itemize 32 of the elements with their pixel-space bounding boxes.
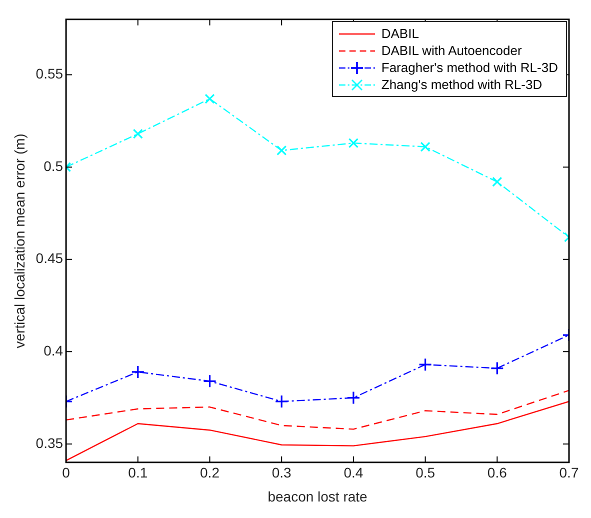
y-tick-label: 0.5 xyxy=(44,158,64,174)
y-tick-label: 0.45 xyxy=(36,250,64,266)
point xyxy=(418,358,432,372)
line-series xyxy=(66,390,569,430)
y-axis-title: vertical localization mean error (m) xyxy=(11,134,28,348)
point xyxy=(204,94,215,104)
y-tick-label: 0.55 xyxy=(36,66,64,82)
x-tick-label: 0.4 xyxy=(344,464,364,481)
legend-label: DABIL with Autoencoder xyxy=(381,43,522,58)
x-tick-label: 0.7 xyxy=(559,464,579,481)
x-tick-label: 0.3 xyxy=(272,464,292,481)
x-tick-label: 0.6 xyxy=(487,464,508,481)
point xyxy=(132,128,143,139)
point xyxy=(274,394,288,408)
legend-label: Faragher's method with RL-3D xyxy=(381,60,558,76)
y-tick-label: 0.4 xyxy=(44,342,64,359)
point xyxy=(420,142,430,152)
x-tick-label: 0.5 xyxy=(416,464,436,481)
point xyxy=(492,176,502,187)
legend-label: Zhang's method with RL-3D xyxy=(381,77,542,92)
legend-label: DABIL xyxy=(381,26,419,42)
x-tick-label: 0.2 xyxy=(200,464,220,481)
point xyxy=(490,361,504,376)
point xyxy=(348,138,358,148)
point xyxy=(202,374,217,388)
point xyxy=(346,390,360,405)
point xyxy=(131,365,145,379)
point xyxy=(276,145,287,156)
y-tick-label: 0.35 xyxy=(36,434,64,451)
x-axis-title: beacon lost rate xyxy=(268,488,368,504)
x-tick-label: 0.1 xyxy=(128,464,148,481)
x-tick-label: 0 xyxy=(62,464,70,481)
